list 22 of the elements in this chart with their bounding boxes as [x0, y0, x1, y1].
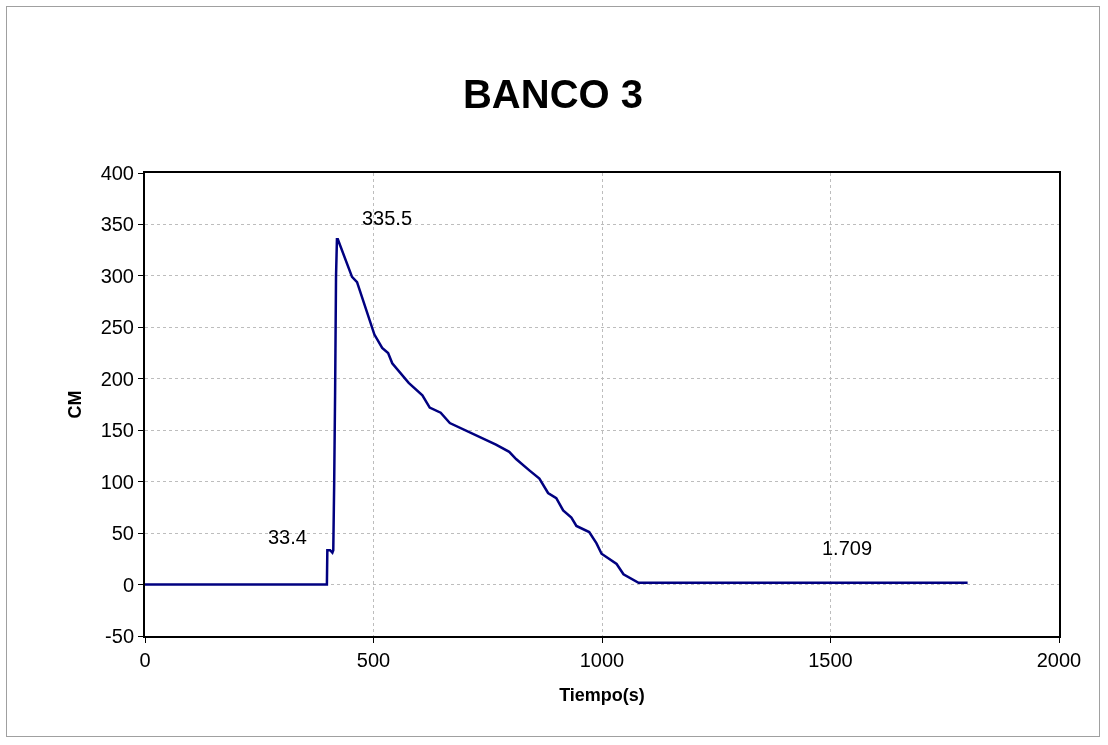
y-tick-label: 300 — [100, 264, 134, 287]
x-axis-title: Tiempo(s) — [559, 684, 645, 705]
x-tick-label: 500 — [356, 649, 391, 671]
y-tick-label: 400 — [100, 162, 134, 184]
y-tick-label: 100 — [100, 470, 134, 493]
x-tick-label: 0 — [139, 649, 151, 671]
y-tick-label: 150 — [100, 419, 134, 442]
y-tick-label: 250 — [100, 316, 134, 339]
x-tick-label: 1500 — [808, 649, 853, 671]
y-axis-title: CM — [65, 390, 86, 419]
annotation: 33.4 — [268, 526, 307, 548]
annotation: 335.5 — [362, 207, 413, 229]
annotation: 1.709 — [822, 537, 873, 559]
y-tick-label: 50 — [111, 522, 134, 545]
y-tick-label: 200 — [100, 367, 134, 390]
x-tick-label: 1000 — [579, 649, 625, 671]
line-series — [145, 238, 969, 586]
y-tick-label: 350 — [100, 213, 134, 236]
y-tick-label: -50 — [105, 625, 134, 647]
x-tick-label: 2000 — [1036, 649, 1082, 671]
y-tick-label: 0 — [122, 573, 134, 596]
chart-title: BANCO 3 — [462, 71, 644, 116]
